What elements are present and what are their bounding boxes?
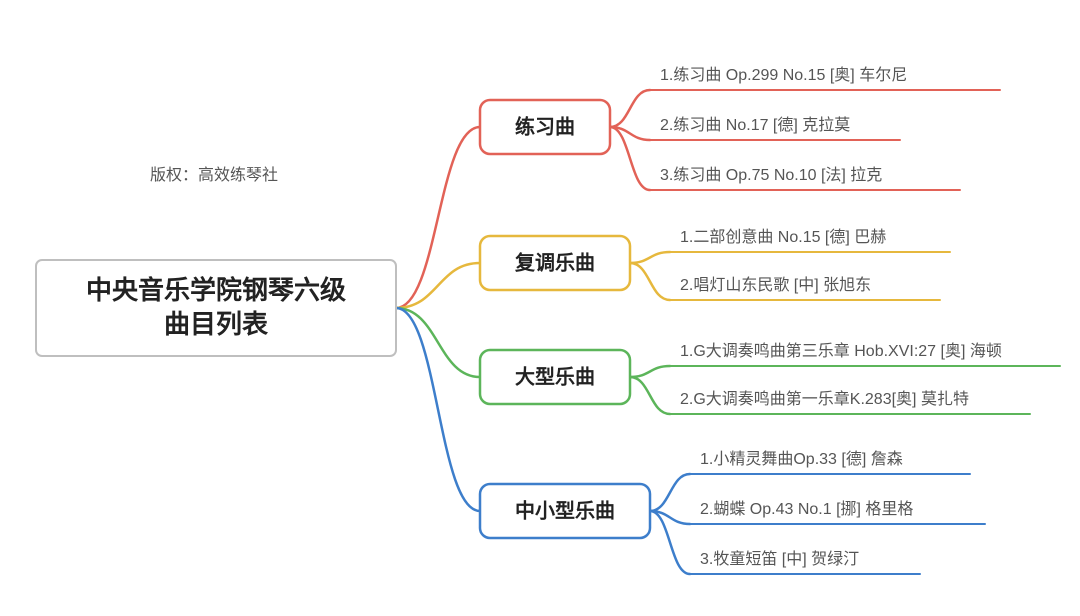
copyright-text: 版权：高效练琴社	[150, 166, 278, 184]
root-title-line2: 曲目列表	[164, 309, 269, 339]
connector-etudes-to-leaf-0	[610, 90, 650, 127]
connector-small-to-leaf-0	[650, 474, 690, 511]
leaf-text-polyphony-1: 2.唱灯山东民歌 [中] 张旭东	[680, 276, 871, 294]
connector-large-to-leaf-0	[630, 366, 670, 377]
connector-root-to-large	[396, 308, 480, 377]
connector-polyphony-to-leaf-1	[630, 263, 670, 300]
leaf-text-polyphony-0: 1.二部创意曲 No.15 [德] 巴赫	[680, 227, 886, 246]
connector-root-to-small	[396, 308, 480, 511]
root-title-line1: 中央音乐学院钢琴六级	[86, 275, 346, 305]
branch-label-small: 中小型乐曲	[515, 498, 615, 522]
leaf-text-large-1: 2.G大调奏鸣曲第一乐章K.283[奥] 莫扎特	[680, 390, 969, 408]
leaf-text-small-0: 1.小精灵舞曲Op.33 [德] 詹森	[700, 450, 903, 468]
leaf-text-small-1: 2.蝴蝶 Op.43 No.1 [挪] 格里格	[700, 500, 913, 518]
branch-label-polyphony: 复调乐曲	[514, 250, 595, 274]
connector-polyphony-to-leaf-0	[630, 252, 670, 263]
branch-label-large: 大型乐曲	[515, 365, 595, 388]
leaf-text-large-0: 1.G大调奏鸣曲第三乐章 Hob.XVI:27 [奥] 海顿	[680, 342, 1002, 360]
connector-small-to-leaf-2	[650, 511, 690, 574]
connector-large-to-leaf-1	[630, 377, 670, 414]
mindmap-canvas: 版权：高效练琴社中央音乐学院钢琴六级曲目列表 1.练习曲 Op.299 No.15…	[0, 0, 1080, 616]
leaf-text-etudes-1: 2.练习曲 No.17 [德] 克拉莫	[660, 116, 850, 134]
leaf-text-small-2: 3.牧童短笛 [中] 贺绿汀	[700, 549, 859, 568]
connector-root-to-etudes	[396, 127, 480, 308]
connector-etudes-to-leaf-2	[610, 127, 650, 190]
branch-label-etudes: 练习曲	[515, 114, 575, 138]
leaf-text-etudes-2: 3.练习曲 Op.75 No.10 [法] 拉克	[660, 166, 882, 184]
leaf-text-etudes-0: 1.练习曲 Op.299 No.15 [奥] 车尔尼	[660, 66, 907, 84]
